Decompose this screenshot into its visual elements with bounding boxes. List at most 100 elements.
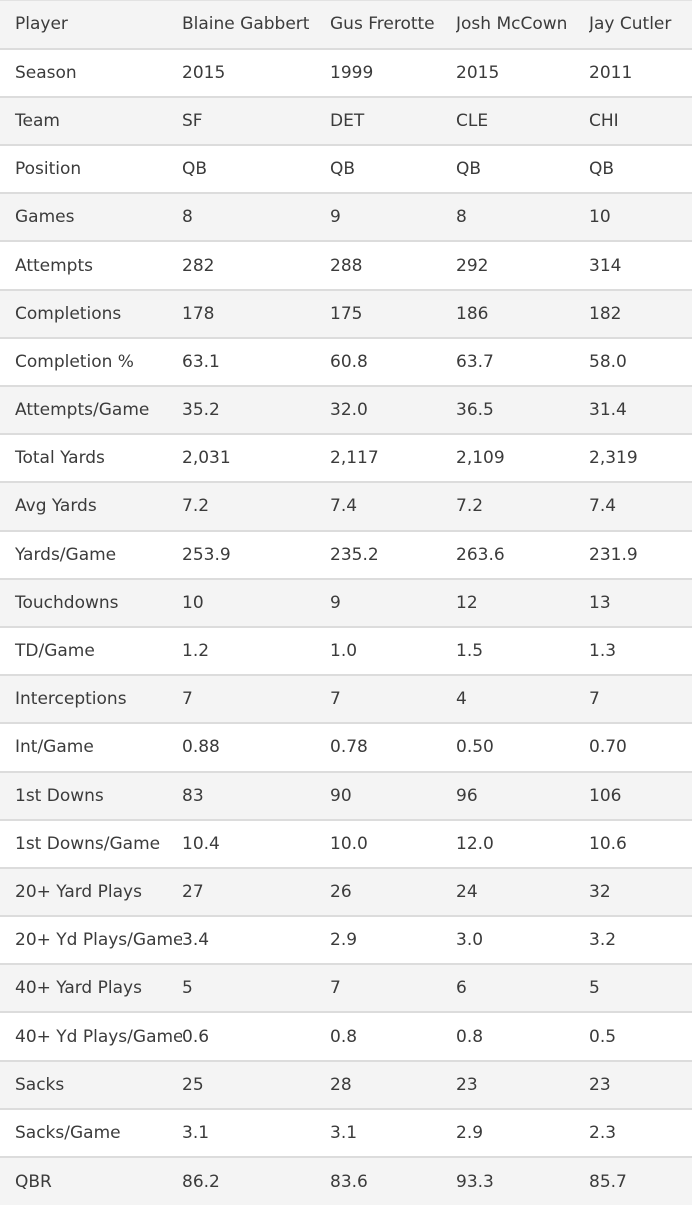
stat-value-cell: 7 [330,978,341,999]
stat-value-cell: 0.8 [456,1026,484,1047]
stat-value-cell: 175 [330,303,363,324]
player-name-cell: Josh McCown [456,14,568,35]
stat-value-cell: 6 [456,978,467,999]
table-row: Sacks 25 28 23 23 [0,1060,692,1109]
stat-value-cell: 23 [456,1074,478,1095]
stat-value-cell: 27 [182,881,204,902]
stat-value-cell: 60.8 [330,351,368,372]
row-label: Games [15,207,75,228]
row-label: Completion % [15,351,134,372]
stat-value-cell: 3.4 [182,930,210,951]
table-row: 1st Downs 83 90 96 106 [0,771,692,820]
table-row: 20+ Yd Plays/Game 3.4 2.9 3.0 3.2 [0,916,692,965]
stat-value-cell: 10.0 [330,833,368,854]
stat-value-cell: 32.0 [330,400,368,421]
table-row: Position QB QB QB QB [0,145,692,194]
stat-value-cell: 31.4 [589,400,627,421]
player-name-cell: Blaine Gabbert [182,14,310,35]
table-row: 20+ Yard Plays 27 26 24 32 [0,867,692,917]
row-label: Sacks/Game [15,1122,121,1143]
stat-value-cell: 2,031 [182,448,231,469]
table-row: TD/Game 1.2 1.0 1.5 1.3 [0,626,692,676]
stat-value-cell: 83 [182,785,204,806]
table-row: Interceptions 7 7 4 7 [0,675,692,724]
row-label: Total Yards [15,448,105,469]
stat-value-cell: 10.6 [589,833,627,854]
stat-value-cell: 9 [330,207,341,228]
stat-value-cell: 63.1 [182,351,220,372]
stat-value-cell: 10 [182,592,204,613]
table-row: Completion % 63.1 60.8 63.7 58.0 [0,337,692,386]
table-row: QBR 86.2 83.6 93.3 85.7 [0,1157,692,1206]
row-label: 20+ Yard Plays [15,881,142,902]
stat-value-cell: 8 [456,207,467,228]
table-row: Season 2015 1999 2015 2011 [0,48,692,97]
stat-value-cell: 1.3 [589,641,617,662]
row-label: 1st Downs [15,785,104,806]
stat-value-cell: 7.4 [589,496,617,517]
stat-value-cell: 1.2 [182,641,210,662]
table-row: 1st Downs/Game 10.4 10.0 12.0 10.6 [0,819,692,868]
stat-value-cell: 235.2 [330,544,379,565]
row-label: Int/Game [15,737,94,758]
table-row: Touchdowns 10 9 12 13 [0,578,692,627]
stat-value-cell: 7.2 [182,496,210,517]
stat-value-cell: 231.9 [589,544,638,565]
stat-value-cell: 292 [456,255,489,276]
stat-value-cell: 85.7 [589,1171,627,1192]
row-label: Yards/Game [15,544,117,565]
table-row: Avg Yards 7.2 7.4 7.2 7.4 [0,482,692,531]
table-row: Attempts 282 288 292 314 [0,241,692,290]
table-row: Yards/Game 253.9 235.2 263.6 231.9 [0,530,692,579]
stat-value-cell: 4 [456,689,467,710]
stat-value-cell: 13 [589,592,611,613]
stat-value-cell: 96 [456,785,478,806]
row-label: Season [15,62,77,83]
stat-value-cell: 0.88 [182,737,220,758]
stat-value-cell: 8 [182,207,193,228]
stat-value-cell: 3.2 [589,930,617,951]
table-row: Int/Game 0.88 0.78 0.50 0.70 [0,723,692,772]
row-label: 40+ Yard Plays [15,978,142,999]
row-label: 1st Downs/Game [15,833,161,854]
stat-value-cell: 63.7 [456,351,494,372]
stat-value-cell: 3.1 [330,1122,358,1143]
row-label: Touchdowns [15,592,119,613]
stat-value-cell: 7.2 [456,496,484,517]
stat-value-cell: 288 [330,255,363,276]
stat-value-cell: 28 [330,1074,352,1095]
stat-value-cell: 0.78 [330,737,368,758]
stat-value-cell: 25 [182,1074,204,1095]
stat-value-cell: 2011 [589,62,633,83]
stat-value-cell: 0.5 [589,1026,617,1047]
row-label: Attempts [15,255,93,276]
stat-value-cell: 2,319 [589,448,638,469]
table-row: 40+ Yd Plays/Game 0.6 0.8 0.8 0.5 [0,1012,692,1061]
stat-value-cell: 12.0 [456,833,494,854]
stat-value-cell: 0.8 [330,1026,358,1047]
stat-value-cell: 5 [182,978,193,999]
stat-value-cell: QB [456,159,482,180]
stat-value-cell: DET [330,110,365,131]
table-row: Total Yards 2,031 2,117 2,109 2,319 [0,434,692,483]
player-name-cell: Jay Cutler [589,14,672,35]
row-label: 20+ Yd Plays/Game [15,930,182,951]
stat-value-cell: 7.4 [330,496,358,517]
stat-value-cell: QB [330,159,356,180]
stat-value-cell: 3.1 [182,1122,210,1143]
row-label: QBR [15,1171,52,1192]
stat-value-cell: 9 [330,592,341,613]
table-row: 40+ Yard Plays 5 7 6 5 [0,964,692,1013]
row-label: 40+ Yd Plays/Game [15,1026,182,1047]
stat-value-cell: SF [182,110,203,131]
row-label: Attempts/Game [15,400,150,421]
stat-value-cell: 2,109 [456,448,505,469]
stat-value-cell: 263.6 [456,544,505,565]
stat-value-cell: 1999 [330,62,374,83]
stat-value-cell: 32 [589,881,611,902]
stat-value-cell: 314 [589,255,622,276]
stat-value-cell: 1.5 [456,641,484,662]
stat-value-cell: 282 [182,255,215,276]
